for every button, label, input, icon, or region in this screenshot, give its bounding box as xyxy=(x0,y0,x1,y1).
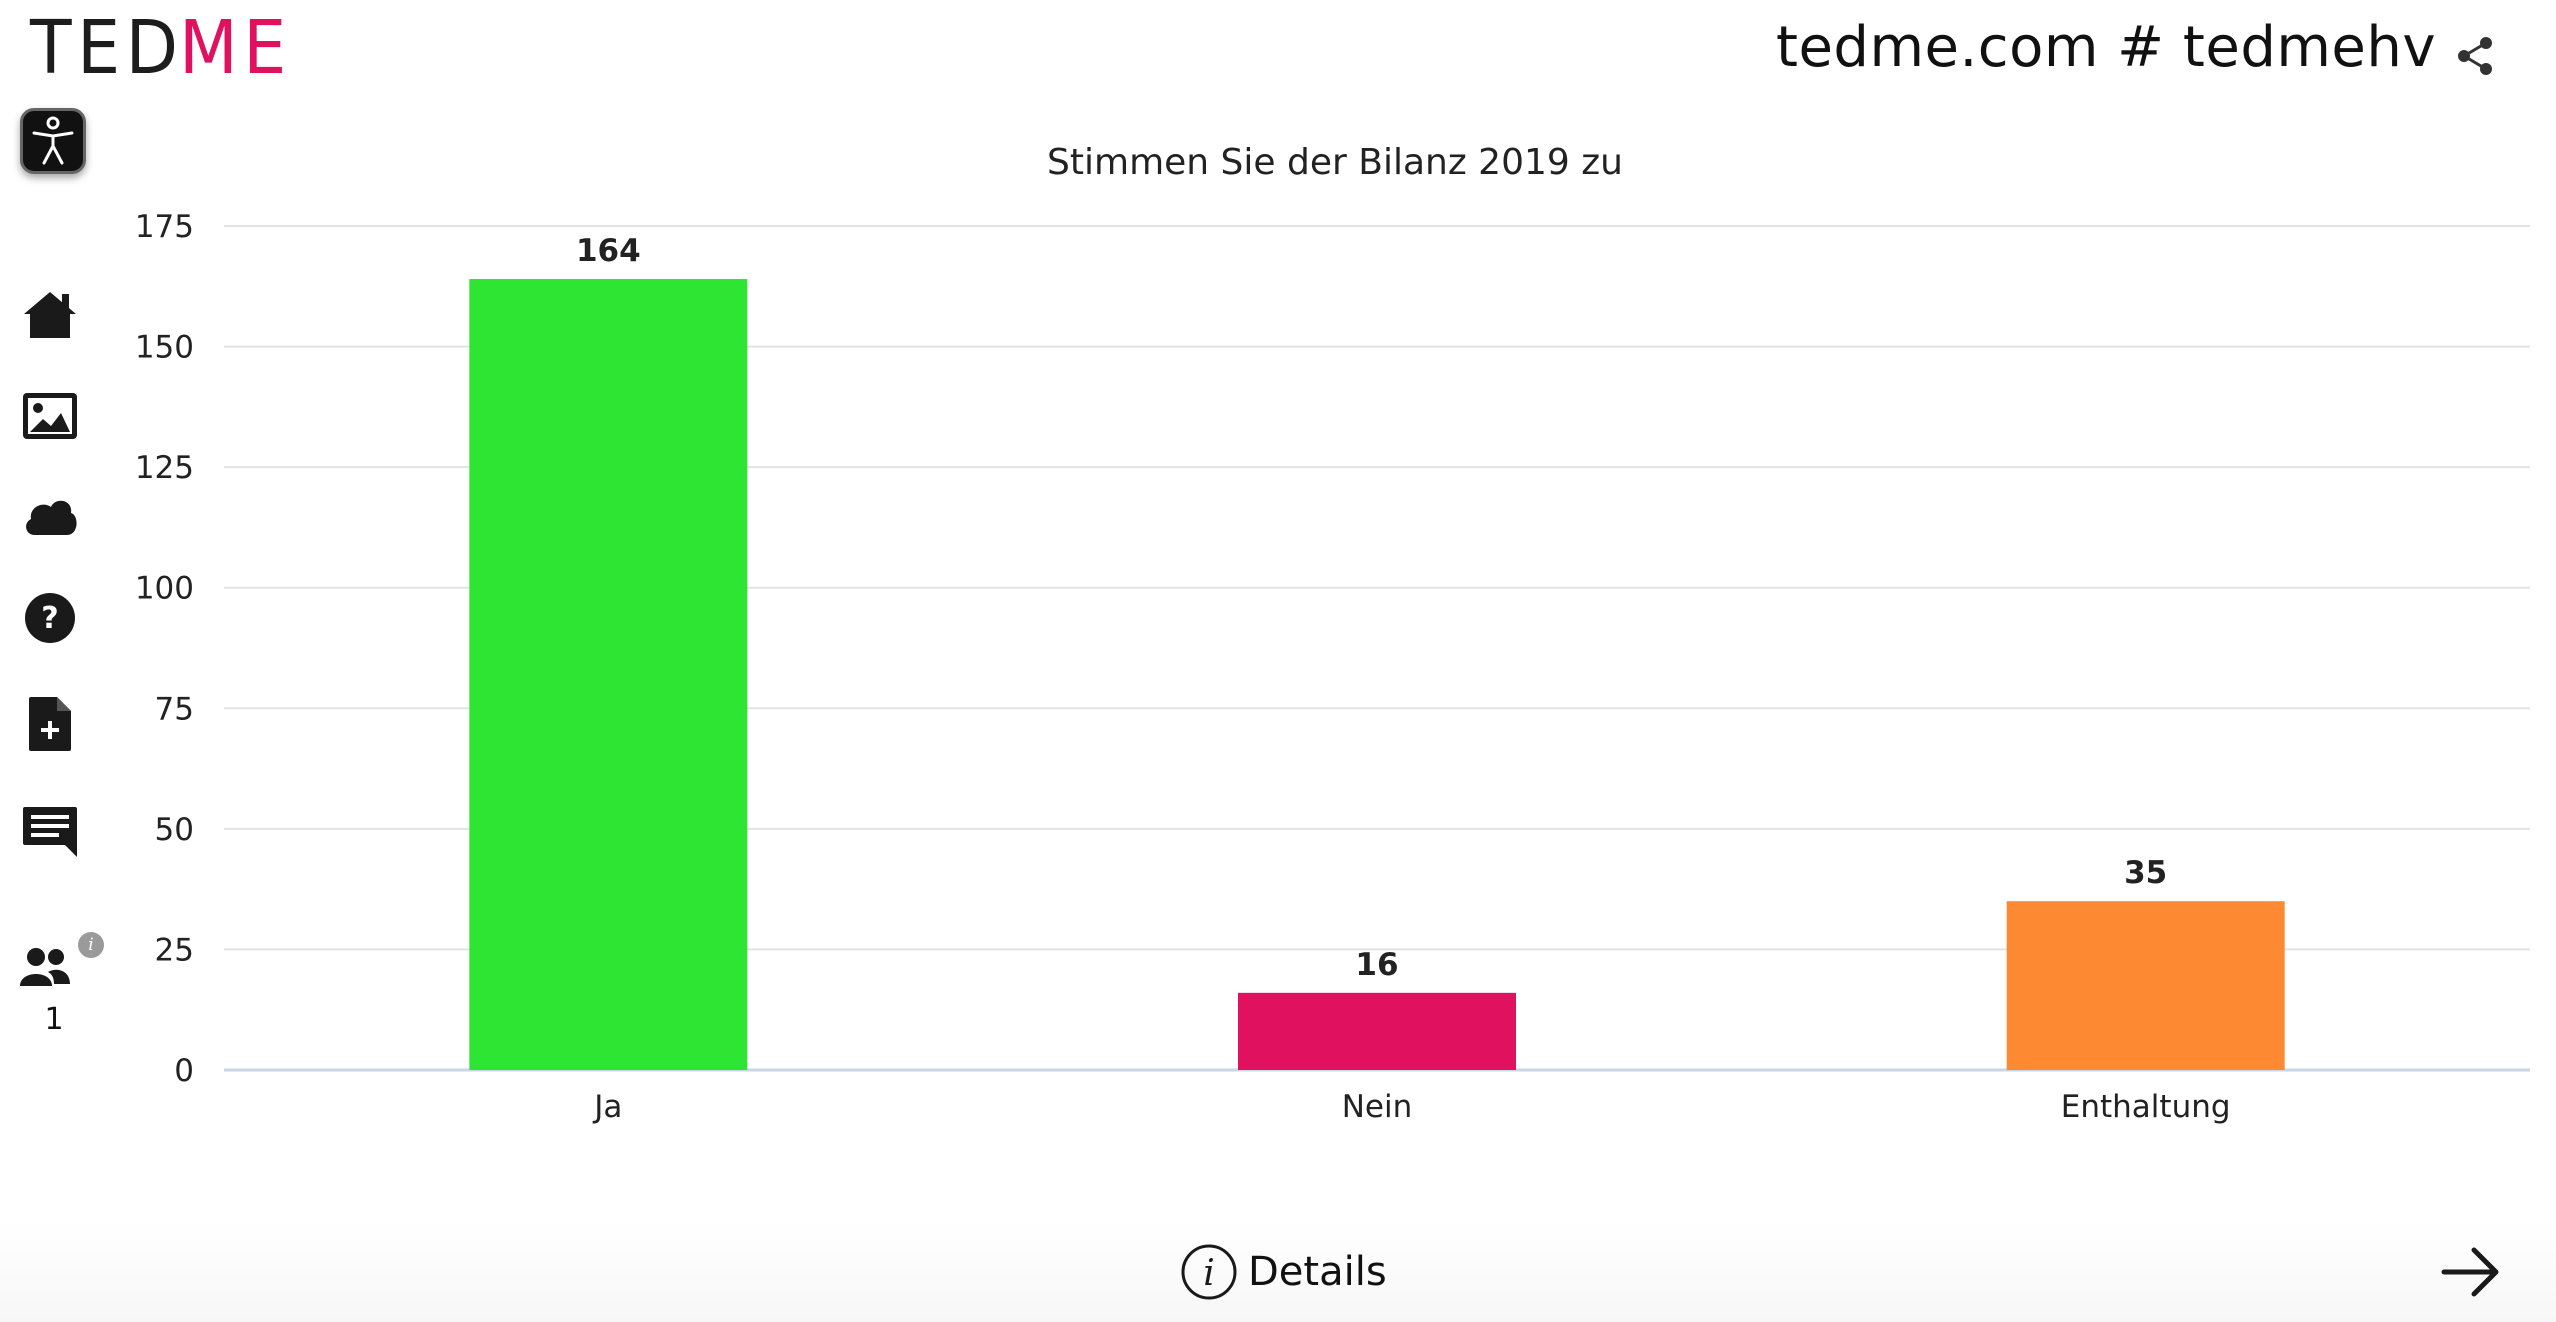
info-icon[interactable]: i xyxy=(78,932,104,958)
y-tick-label: 0 xyxy=(174,1053,194,1089)
help-icon: ? xyxy=(25,593,75,643)
bar-value-label: 35 xyxy=(2124,855,2167,891)
svg-text:?: ? xyxy=(41,601,58,636)
info-circle-icon: i xyxy=(1181,1244,1237,1300)
sidebar-item-help[interactable]: ? xyxy=(14,582,86,654)
users-icon xyxy=(20,948,70,986)
accessibility-icon xyxy=(32,116,74,165)
y-tick-label: 25 xyxy=(155,932,194,968)
sidebar-item-home[interactable] xyxy=(14,278,86,350)
chart-title: Stimmen Sie der Bilanz 2019 zu xyxy=(1047,142,1623,183)
bar-nein[interactable] xyxy=(1238,992,1516,1070)
chart-container: Stimmen Sie der Bilanz 2019 zu 0 25 50 75 10… xyxy=(135,142,2530,1125)
bar-value-label: 164 xyxy=(576,233,641,269)
bar-chart: Stimmen Sie der Bilanz 2019 zu 0 25 50 75 10… xyxy=(135,142,2530,1125)
tedme-logo[interactable]: TED ME xyxy=(30,10,302,86)
arrow-right-icon xyxy=(2441,1247,2499,1297)
bar-value-label: 16 xyxy=(1355,947,1398,983)
logo-text-me: ME xyxy=(178,5,292,91)
sidebar-item-images[interactable] xyxy=(14,380,86,452)
participants-count: 1 xyxy=(44,1002,64,1037)
y-tick-label: 125 xyxy=(135,450,194,486)
x-category-label: Nein xyxy=(1342,1089,1413,1125)
site-title: tedme.com # tedmehv xyxy=(1776,14,2436,80)
cloud-icon xyxy=(26,500,77,535)
next-button[interactable] xyxy=(2440,1244,2502,1300)
y-tick-label: 50 xyxy=(155,812,194,848)
sidebar-item-new-document[interactable] xyxy=(14,688,86,760)
accessibility-button[interactable] xyxy=(20,108,86,174)
y-tick-label: 100 xyxy=(135,571,194,607)
image-icon xyxy=(23,393,77,439)
share-icon[interactable] xyxy=(2454,26,2496,75)
y-tick-label: 175 xyxy=(135,209,194,245)
x-category-label: Ja xyxy=(592,1089,622,1125)
participants-indicator[interactable]: i 1 xyxy=(14,930,114,1040)
sidebar-item-cloud[interactable] xyxy=(14,480,86,552)
footer-bar: i Details xyxy=(0,1220,2556,1322)
details-button[interactable]: i Details xyxy=(1180,1242,1387,1302)
home-icon xyxy=(24,292,76,338)
add-document-icon xyxy=(29,697,71,751)
x-category-label: Enthaltung xyxy=(2061,1089,2231,1125)
y-tick-label: 75 xyxy=(155,691,194,727)
details-label: Details xyxy=(1248,1249,1387,1295)
bar-enthaltung[interactable] xyxy=(2006,901,2285,1070)
sidebar-item-comments[interactable] xyxy=(14,796,86,868)
logo-text-ted: TED xyxy=(30,5,184,91)
bar-ja[interactable] xyxy=(469,279,748,1071)
comment-icon xyxy=(23,807,77,857)
site-title-bar: tedme.com # tedmehv xyxy=(1776,12,2496,82)
svg-text:i: i xyxy=(1203,1253,1215,1294)
y-tick-label: 150 xyxy=(135,330,194,366)
